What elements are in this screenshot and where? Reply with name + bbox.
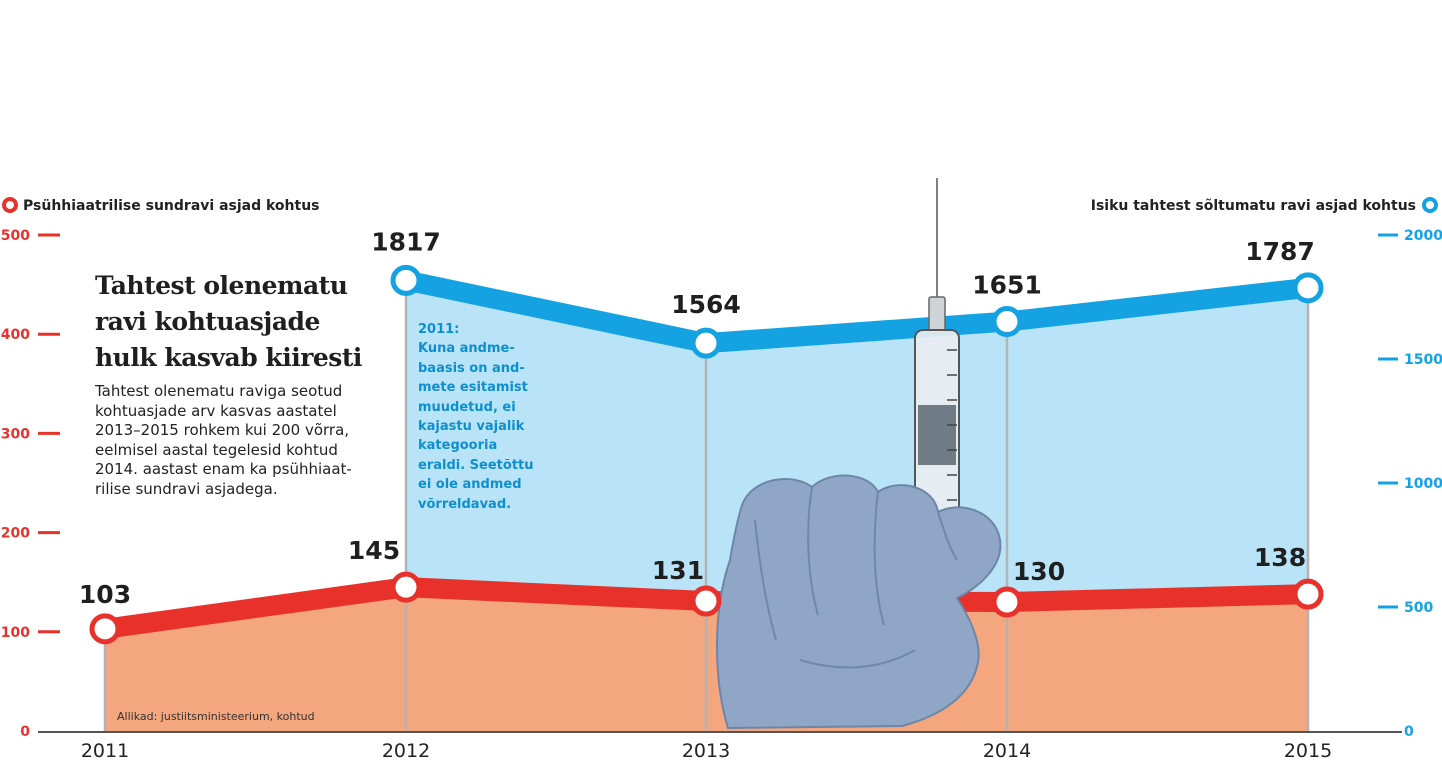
- note-line: võrreldavad.: [418, 496, 512, 512]
- right-tick-label: 2000: [1404, 228, 1442, 244]
- left-tick-label: 200: [1, 526, 30, 542]
- lead-paragraph: Tahtest olenematu raviga seotud kohtuasj…: [95, 382, 385, 499]
- legend-marker-blue: [1422, 197, 1438, 213]
- left-tick-label: 400: [1, 327, 30, 343]
- lead-line: 2014. aastast enam ka psühhiaat-: [95, 460, 352, 478]
- marker-red-2013: [690, 585, 722, 617]
- legend-left: Psühhiaatrilise sundravi asjad kohtus: [2, 197, 320, 214]
- data-label-blue-2013: 1564: [671, 290, 741, 319]
- left-tick-label: 0: [20, 724, 30, 740]
- annotation-note: 2011: Kuna andme- baasis on and- mete es…: [418, 320, 548, 514]
- marker-red-2011: [89, 613, 121, 645]
- lead-line: kohtuasjade arv kasvas aastatel: [95, 401, 337, 420]
- data-label-red-2013: 131: [652, 556, 704, 585]
- legend-label-right: Isiku tahtest sõltumatu ravi asjad kohtu…: [1091, 198, 1416, 214]
- left-tick-label: 100: [1, 625, 30, 641]
- data-labels: 103 145 131 130 138 1817 1564 1651 1787: [79, 227, 1315, 608]
- x-tick-label: 2012: [382, 740, 430, 762]
- marker-red-2015: [1292, 578, 1324, 610]
- x-tick-label: 2015: [1284, 740, 1332, 762]
- note-line: baasis on and-: [418, 360, 525, 376]
- marker-blue-2013: [690, 327, 722, 359]
- data-label-blue-2015: 1787: [1245, 237, 1315, 266]
- legend-right: Isiku tahtest sõltumatu ravi asjad kohtu…: [1091, 197, 1438, 214]
- marker-blue-2012: [390, 264, 422, 296]
- data-label-blue-2012: 1817: [371, 227, 441, 256]
- marker-red-2012: [390, 571, 422, 603]
- lead-line: 2013–2015 rohkem kui 200 võrra,: [95, 421, 350, 439]
- headline-line: hulk kasvab kiiresti: [95, 343, 362, 372]
- left-tick-label: 300: [1, 426, 30, 442]
- data-label-red-2011: 103: [79, 580, 131, 609]
- data-label-red-2015: 138: [1254, 543, 1306, 572]
- right-tick-label: 1000: [1404, 476, 1442, 492]
- marker-blue-2014: [991, 306, 1023, 338]
- axes: 0 100 200 300 400 500 0 500 1000 1500 2000 2011 2012…: [1, 228, 1442, 762]
- marker-blue-2015: [1292, 272, 1324, 304]
- x-tick-label: 2014: [983, 740, 1031, 762]
- left-tick-label: 500: [1, 228, 30, 244]
- data-label-blue-2014: 1651: [972, 271, 1042, 300]
- note-line: 2011:: [418, 322, 460, 337]
- legend-marker-red: [2, 197, 18, 213]
- vertical-gridlines: [103, 280, 1310, 731]
- right-tick-label: 500: [1404, 600, 1433, 616]
- note-line: mete esitamist: [418, 380, 528, 396]
- series-markers: [89, 264, 1324, 645]
- lead-line: rilise sundravi asjadega.: [95, 479, 278, 498]
- data-label-red-2014: 130: [1013, 557, 1065, 586]
- source-credit: Allikad: justiitsministeerium, kohtud: [117, 710, 315, 723]
- note-line: muudetud, ei: [418, 399, 516, 415]
- x-tick-label: 2011: [81, 740, 129, 762]
- note-line: ei ole andmed: [418, 477, 522, 493]
- legend-label-left: Psühhiaatrilise sundravi asjad kohtus: [23, 198, 320, 214]
- note-line: kajastu vajalik: [418, 419, 525, 435]
- headline-line: ravi kohtuasjade: [95, 307, 320, 336]
- lead-line: eelmisel aastal tegelesid kohtud: [95, 440, 338, 459]
- note-line: kategooria: [418, 438, 498, 454]
- right-tick-label: 1500: [1404, 352, 1442, 368]
- headline-line: Tahtest olenematu: [95, 271, 348, 300]
- lead-line: Tahtest olenematu raviga seotud: [95, 382, 343, 400]
- gloved-hand-syringe-icon: [716, 178, 1002, 730]
- marker-red-2014: [991, 586, 1023, 618]
- note-line: eraldi. Seetõttu: [418, 457, 534, 473]
- note-line: Kuna andme-: [418, 341, 515, 357]
- series-line-blue: [403, 270, 1310, 354]
- data-label-red-2012: 145: [348, 536, 400, 565]
- x-tick-label: 2013: [682, 740, 730, 762]
- headline: Tahtest olenematu ravi kohtuasjade hulk …: [95, 268, 395, 376]
- right-tick-label: 0: [1404, 724, 1414, 740]
